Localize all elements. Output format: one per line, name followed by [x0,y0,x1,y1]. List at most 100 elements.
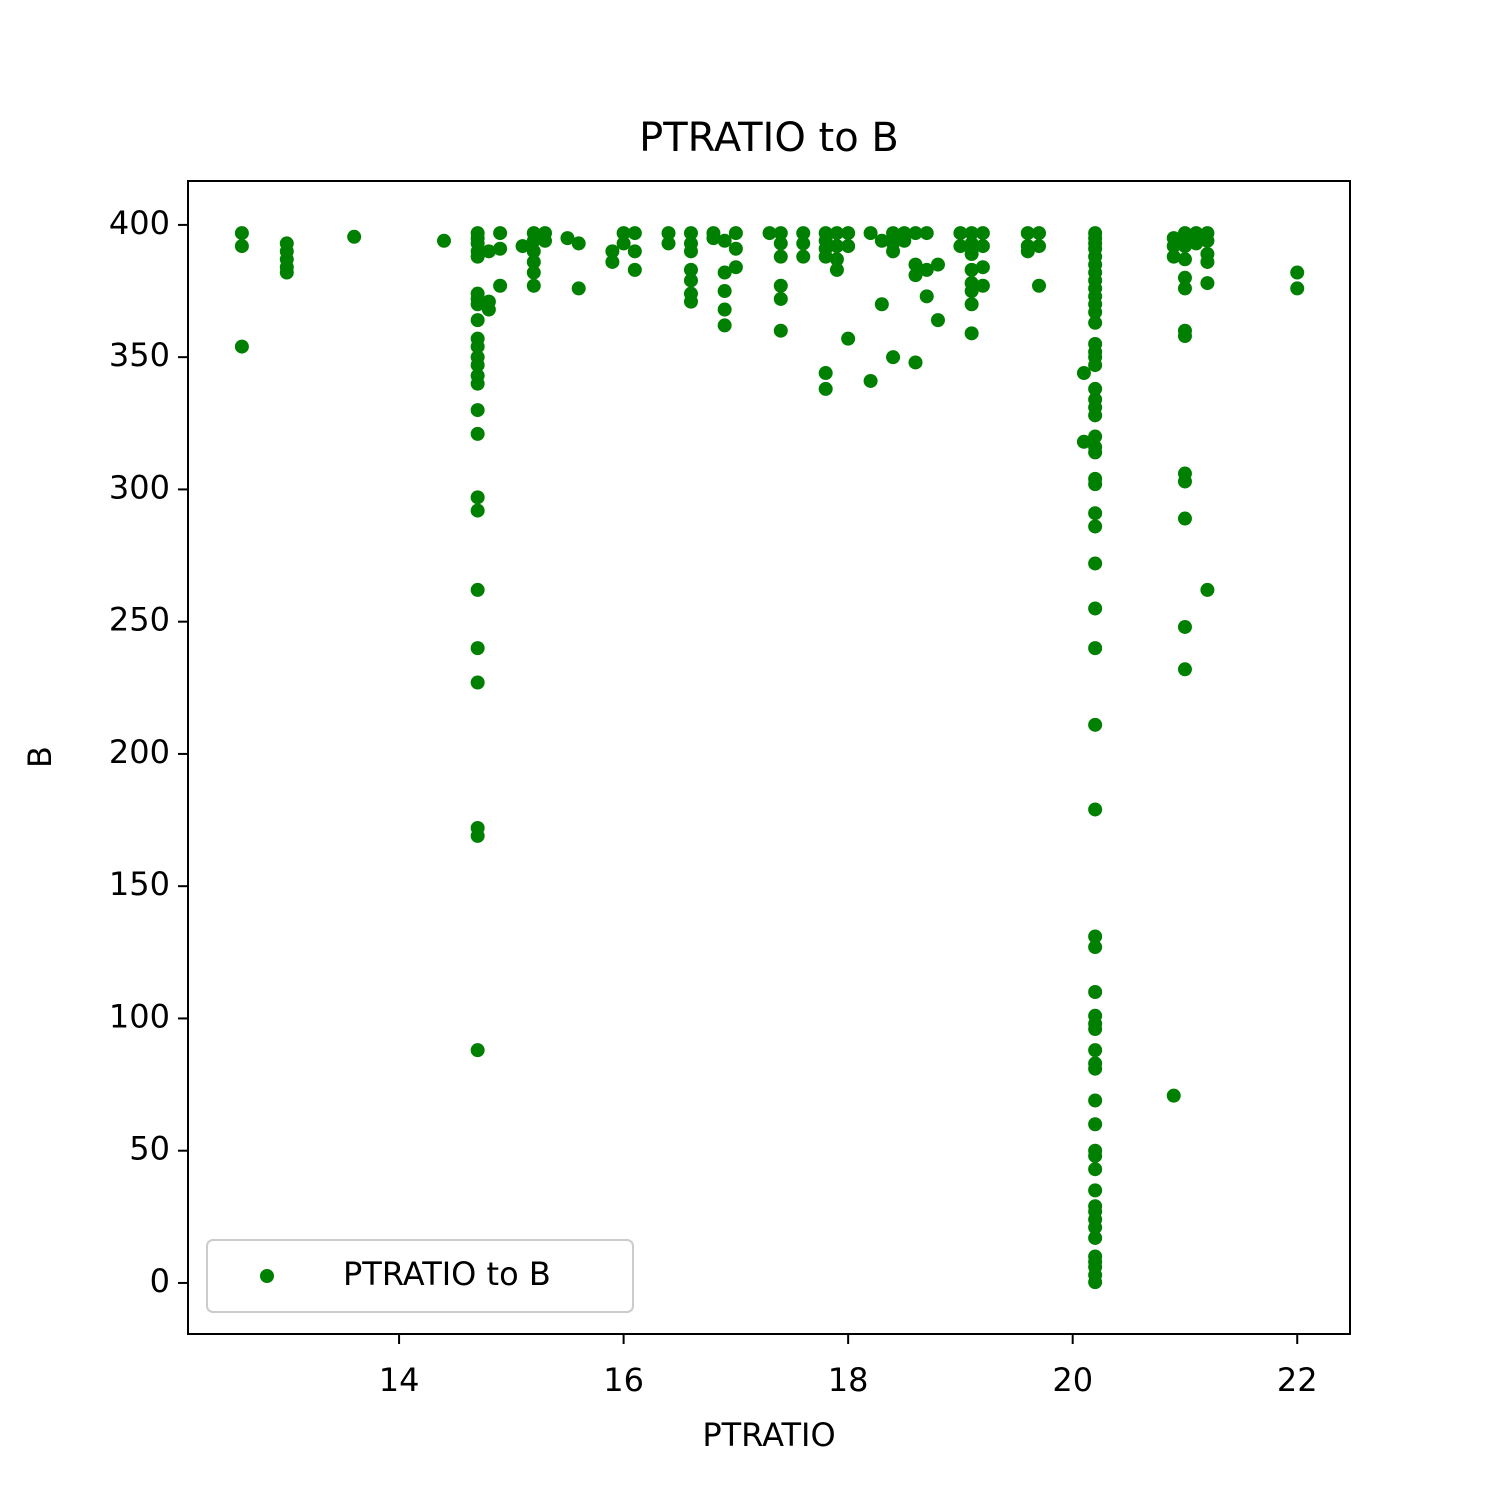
point [683,294,698,309]
point [919,226,934,241]
chart-title: PTRATIO to B [639,115,899,161]
point [717,233,732,248]
point [605,244,620,259]
point [818,381,833,396]
point [1177,474,1192,489]
point [1088,641,1103,656]
point [953,239,968,254]
y-tick-label: 300 [109,468,170,506]
point [279,265,294,280]
point [1177,329,1192,344]
x-tick-label: 14 [379,1361,420,1399]
point [627,244,642,259]
point [953,226,968,241]
point [1177,662,1192,677]
point [627,226,642,241]
point [1088,1162,1103,1177]
point [526,233,541,248]
point [470,675,485,690]
point [796,249,811,264]
point [908,355,923,370]
x-axis-label: PTRATIO [702,1416,835,1454]
legend-box [206,1239,634,1313]
point [1088,1061,1103,1076]
point [728,226,743,241]
point [1020,244,1035,259]
point [571,281,586,296]
point [773,291,788,306]
point [829,262,844,277]
point [470,490,485,505]
x-tick-label: 16 [603,1361,644,1399]
point [470,1043,485,1058]
point [874,233,889,248]
point [863,373,878,388]
point [526,265,541,280]
point [1032,278,1047,293]
point [347,229,362,244]
point [234,339,249,354]
point [908,268,923,283]
point [1088,1117,1103,1132]
point [886,350,901,365]
point [1290,281,1305,296]
point [1088,477,1103,492]
point [796,226,811,241]
point [470,582,485,597]
point [964,226,979,241]
point [526,254,541,269]
point [661,236,676,251]
y-tick-label: 250 [109,601,170,639]
point [515,239,530,254]
point [616,226,631,241]
point [1200,276,1215,291]
point [616,236,631,251]
y-axis-label: B [21,746,59,768]
point [1200,254,1215,269]
y-tick-label: 100 [109,997,170,1035]
point [683,244,698,259]
point [436,233,451,248]
point [863,226,878,241]
point [919,289,934,304]
point [1088,358,1103,373]
point [470,641,485,656]
point [975,239,990,254]
legend-marker [260,1269,274,1283]
point [1088,1275,1103,1290]
point [1088,1183,1103,1198]
point [1076,366,1091,381]
point [1088,408,1103,423]
point [526,244,541,259]
point [1166,249,1181,264]
point [919,262,934,277]
point [717,265,732,280]
point [841,226,856,241]
point [1177,252,1192,267]
point [796,236,811,251]
point [829,239,844,254]
point [1088,802,1103,817]
point [1166,239,1181,254]
point [470,313,485,328]
point [1032,226,1047,241]
point [1088,506,1103,521]
point [728,241,743,256]
y-tick-label: 50 [129,1130,170,1168]
point [1088,1230,1103,1245]
point [470,503,485,518]
point [481,302,496,317]
y-tick-label: 200 [109,733,170,771]
point [886,226,901,241]
point [773,249,788,264]
point [1088,1220,1103,1235]
point [1189,226,1204,241]
point [964,297,979,312]
x-tick-label: 22 [1277,1361,1318,1399]
y-tick-label: 0 [150,1262,170,1300]
point [706,231,721,246]
point [930,257,945,272]
point [1088,519,1103,534]
